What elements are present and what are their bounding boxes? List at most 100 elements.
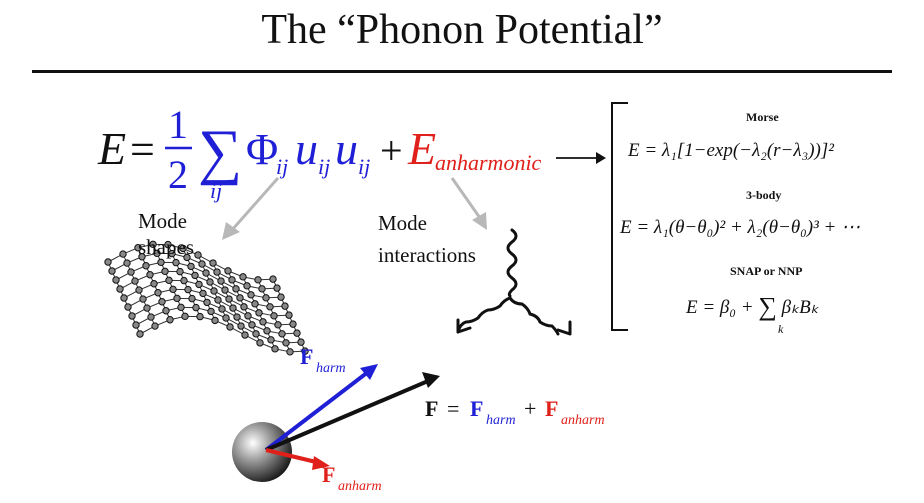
snap-eq-lhs: E = β₀ +	[686, 297, 754, 318]
lattice-atom	[258, 285, 266, 293]
lattice-atom	[254, 276, 262, 284]
lattice-atom	[195, 280, 203, 289]
lattice-atom	[209, 259, 217, 267]
ftotal-F: F	[425, 396, 438, 421]
lattice-atom	[198, 260, 206, 268]
fharm-sub: harm	[316, 361, 346, 376]
eq-sum-sub: ij	[210, 178, 222, 203]
lattice-atom	[131, 277, 139, 285]
lattice-atom	[119, 250, 127, 258]
lattice-atom	[263, 327, 271, 335]
lattice-atom	[192, 303, 200, 312]
morse-equation: E = λ₁[1−exp(−λ₂(r−λ₃))]²	[628, 140, 834, 161]
lattice-atom	[222, 314, 230, 322]
lattice-atom	[278, 330, 286, 338]
lattice-atom	[158, 298, 166, 306]
lattice-atom	[286, 348, 294, 356]
lattice-atom	[187, 262, 195, 271]
mode-inter-line1: Mode	[378, 211, 427, 235]
lattice-atom	[168, 249, 176, 258]
lattice-atom	[149, 240, 157, 249]
lattice-atom	[151, 322, 159, 330]
ftotal-anharm-F: F	[545, 396, 558, 421]
mode-shapes-label: Mode shapes	[138, 208, 194, 260]
lattice-atom	[267, 336, 275, 344]
lattice-atom	[120, 294, 128, 302]
slide-title: The “Phonon Potential”	[261, 7, 663, 53]
lattice-atom	[252, 330, 260, 338]
eq-u2: u	[335, 123, 358, 174]
lattice-atom	[281, 302, 289, 310]
lattice-atom	[127, 268, 135, 276]
threebody-title: 3-body	[746, 188, 782, 202]
threebody-equation: E = λ₁(θ−θ₀)² + λ₂(θ−θ₀)³ + ⋯	[620, 217, 861, 238]
harm-force-arrow-icon	[360, 364, 378, 380]
eq-lhs: E	[97, 123, 126, 174]
lattice-atom	[270, 312, 278, 320]
fharm-F: F	[300, 344, 313, 369]
lattice-atom	[180, 276, 188, 285]
lattice-atom	[179, 244, 187, 253]
lattice-atom	[135, 286, 143, 294]
fanharm-sub: anharm	[338, 479, 382, 494]
lattice-atom	[172, 258, 180, 267]
lattice-atom	[206, 278, 214, 286]
lattice-atom	[239, 273, 247, 281]
lattice-atom	[184, 285, 192, 294]
ftotal-harm-sub: harm	[486, 413, 516, 428]
eq-u2-sub: ij	[358, 154, 370, 179]
lattice-atom	[177, 303, 185, 312]
lattice-atom	[214, 296, 222, 304]
lattice-atom	[153, 249, 161, 258]
lattice-atom	[247, 291, 255, 299]
lattice-atom	[244, 312, 252, 320]
lattice-atom	[154, 289, 162, 297]
lattice-atom	[248, 321, 256, 329]
eq-frac-num: 1	[168, 102, 188, 147]
lattice-atom	[256, 339, 264, 347]
lattice-atom	[213, 268, 221, 276]
lattice-atom	[232, 285, 240, 293]
eq-u1-sub: ij	[318, 154, 330, 179]
snap-title: SNAP or NNP	[730, 264, 803, 278]
lattice-atom	[221, 286, 229, 294]
lattice-atom	[199, 289, 207, 298]
lattice-atom	[124, 303, 132, 311]
lattice-atom	[207, 307, 215, 316]
lattice-atom	[196, 312, 204, 321]
lattice-atom	[138, 253, 146, 261]
arrow-to-potentials-icon	[596, 152, 606, 164]
snap-equation: E = β₀ + ∑ βₖBₖ	[686, 290, 819, 321]
lattice-atom	[285, 311, 293, 319]
mode-interactions-label: Mode interactions	[378, 210, 476, 268]
ftotal-harm-F: F	[470, 396, 483, 421]
lattice-atom	[237, 322, 245, 330]
eq-anh-sub: anharmonic	[435, 150, 542, 175]
mode-inter-line2: interactions	[378, 243, 476, 267]
lattice-atom	[211, 316, 219, 325]
lattice-atom	[181, 312, 189, 321]
lattice-atom	[217, 277, 225, 285]
lattice-atom	[266, 303, 274, 311]
lattice-atom	[123, 259, 131, 267]
eq-phi-sub: ij	[276, 154, 288, 179]
lattice-atom	[143, 304, 151, 312]
lattice-atom	[241, 331, 249, 339]
lattice-atom	[166, 316, 174, 324]
snap-sum-sign: ∑	[758, 292, 777, 321]
lattice-atom	[112, 276, 120, 284]
lattice-atom	[282, 339, 290, 347]
lattice-atom	[226, 323, 234, 331]
lattice-atom	[229, 304, 237, 312]
lattice-atom	[147, 313, 155, 321]
lattice-atom	[259, 318, 267, 326]
lattice-atom	[169, 285, 177, 294]
snap-eq-rhs: βₖBₖ	[781, 297, 819, 318]
morse-title: Morse	[746, 110, 779, 124]
lattice-atom	[183, 253, 191, 262]
eq-frac-den: 2	[168, 152, 188, 197]
eq-plus: +	[380, 128, 403, 173]
ftotal-plus: +	[524, 396, 536, 421]
lattice-atom	[162, 307, 170, 315]
